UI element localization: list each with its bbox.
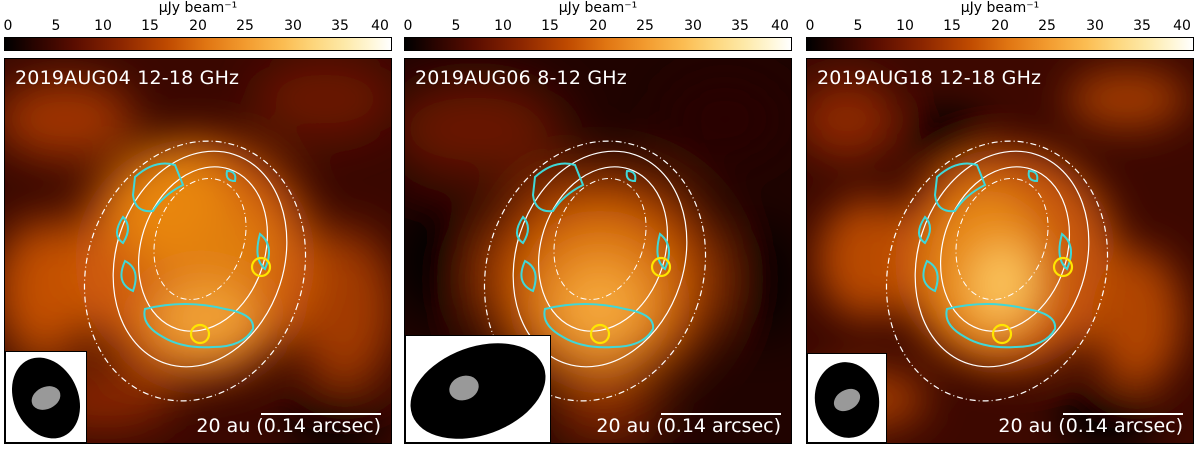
- tick-label: 0: [805, 18, 815, 34]
- colorbar-ticks: 0 5 10 15 20 25 30 35 40: [404, 17, 792, 35]
- scale-label: 20 au (0.14 arcsec): [196, 415, 381, 437]
- intensity-map: 2019AUG18 12-18 GHz 20 au (0.14 arcsec): [806, 58, 1194, 444]
- tick-label: 40: [771, 18, 789, 34]
- intensity-map: 2019AUG04 12-18 GHz 20 au (0.14 arcsec): [4, 58, 392, 444]
- colorbar: [4, 37, 392, 51]
- tick-label: 30: [284, 18, 302, 34]
- tick-label: 35: [731, 18, 749, 34]
- map-image: [405, 59, 791, 443]
- tick-label: 5: [51, 18, 61, 34]
- panel-title: 2019AUG06 8-12 GHz: [415, 67, 627, 89]
- beam-ellipse: [11, 357, 81, 439]
- tick-label: 25: [636, 18, 654, 34]
- panel-title: 2019AUG04 12-18 GHz: [15, 67, 240, 89]
- beam-ellipse: [814, 362, 880, 438]
- tick-label: 35: [1133, 18, 1151, 34]
- colorbar: [404, 37, 792, 51]
- tick-label: 5: [451, 18, 461, 34]
- tick-label: 10: [494, 18, 512, 34]
- intensity-map: 2019AUG06 8-12 GHz 20 au (0.14 arcsec): [404, 58, 792, 444]
- colorbar-label: μJy beam⁻¹: [558, 0, 638, 16]
- colorbar-label: μJy beam⁻¹: [158, 0, 238, 16]
- tick-label: 25: [1038, 18, 1056, 34]
- tick-label: 40: [1173, 18, 1191, 34]
- colorbar-ticks: 0 5 10 15 20 25 30 35 40: [4, 17, 392, 35]
- scale-bar: 20 au (0.14 arcsec): [196, 413, 381, 437]
- scale-bar: 20 au (0.14 arcsec): [998, 413, 1183, 437]
- panel-1: μJy beam⁻¹ 0 5 10 15 20 25 30 35 40: [4, 0, 392, 449]
- tick-label: 10: [896, 18, 914, 34]
- tick-label: 0: [403, 18, 413, 34]
- scale-bar: 20 au (0.14 arcsec): [596, 413, 781, 437]
- tick-label: 35: [331, 18, 349, 34]
- tick-label: 20: [991, 18, 1009, 34]
- tick-label: 20: [589, 18, 607, 34]
- tick-label: 5: [853, 18, 863, 34]
- scale-label: 20 au (0.14 arcsec): [596, 415, 781, 437]
- scale-bar-line: [261, 413, 381, 415]
- colorbar-label: μJy beam⁻¹: [960, 0, 1040, 16]
- tick-label: 25: [236, 18, 254, 34]
- tick-label: 20: [189, 18, 207, 34]
- map-image: [5, 59, 391, 443]
- panel-3: μJy beam⁻¹ 0 5 10 15 20 25 30 35 40: [806, 0, 1194, 449]
- panel-2: μJy beam⁻¹ 0 5 10 15 20 25 30 35 40: [404, 0, 792, 449]
- beam-inset: [405, 335, 551, 443]
- tick-label: 15: [943, 18, 961, 34]
- panel-title: 2019AUG18 12-18 GHz: [817, 67, 1042, 89]
- tick-label: 40: [371, 18, 389, 34]
- tick-label: 30: [1086, 18, 1104, 34]
- tick-label: 15: [541, 18, 559, 34]
- colorbar: [806, 37, 1194, 51]
- scale-bar-line: [1063, 413, 1183, 415]
- tick-label: 10: [94, 18, 112, 34]
- tick-label: 0: [3, 18, 13, 34]
- tick-label: 15: [141, 18, 159, 34]
- beam-inset: [5, 351, 87, 443]
- scale-label: 20 au (0.14 arcsec): [998, 415, 1183, 437]
- beam-ellipse: [410, 343, 546, 439]
- beam-inset: [807, 353, 887, 443]
- scale-bar-line: [661, 413, 781, 415]
- colorbar-ticks: 0 5 10 15 20 25 30 35 40: [806, 17, 1194, 35]
- tick-label: 30: [684, 18, 702, 34]
